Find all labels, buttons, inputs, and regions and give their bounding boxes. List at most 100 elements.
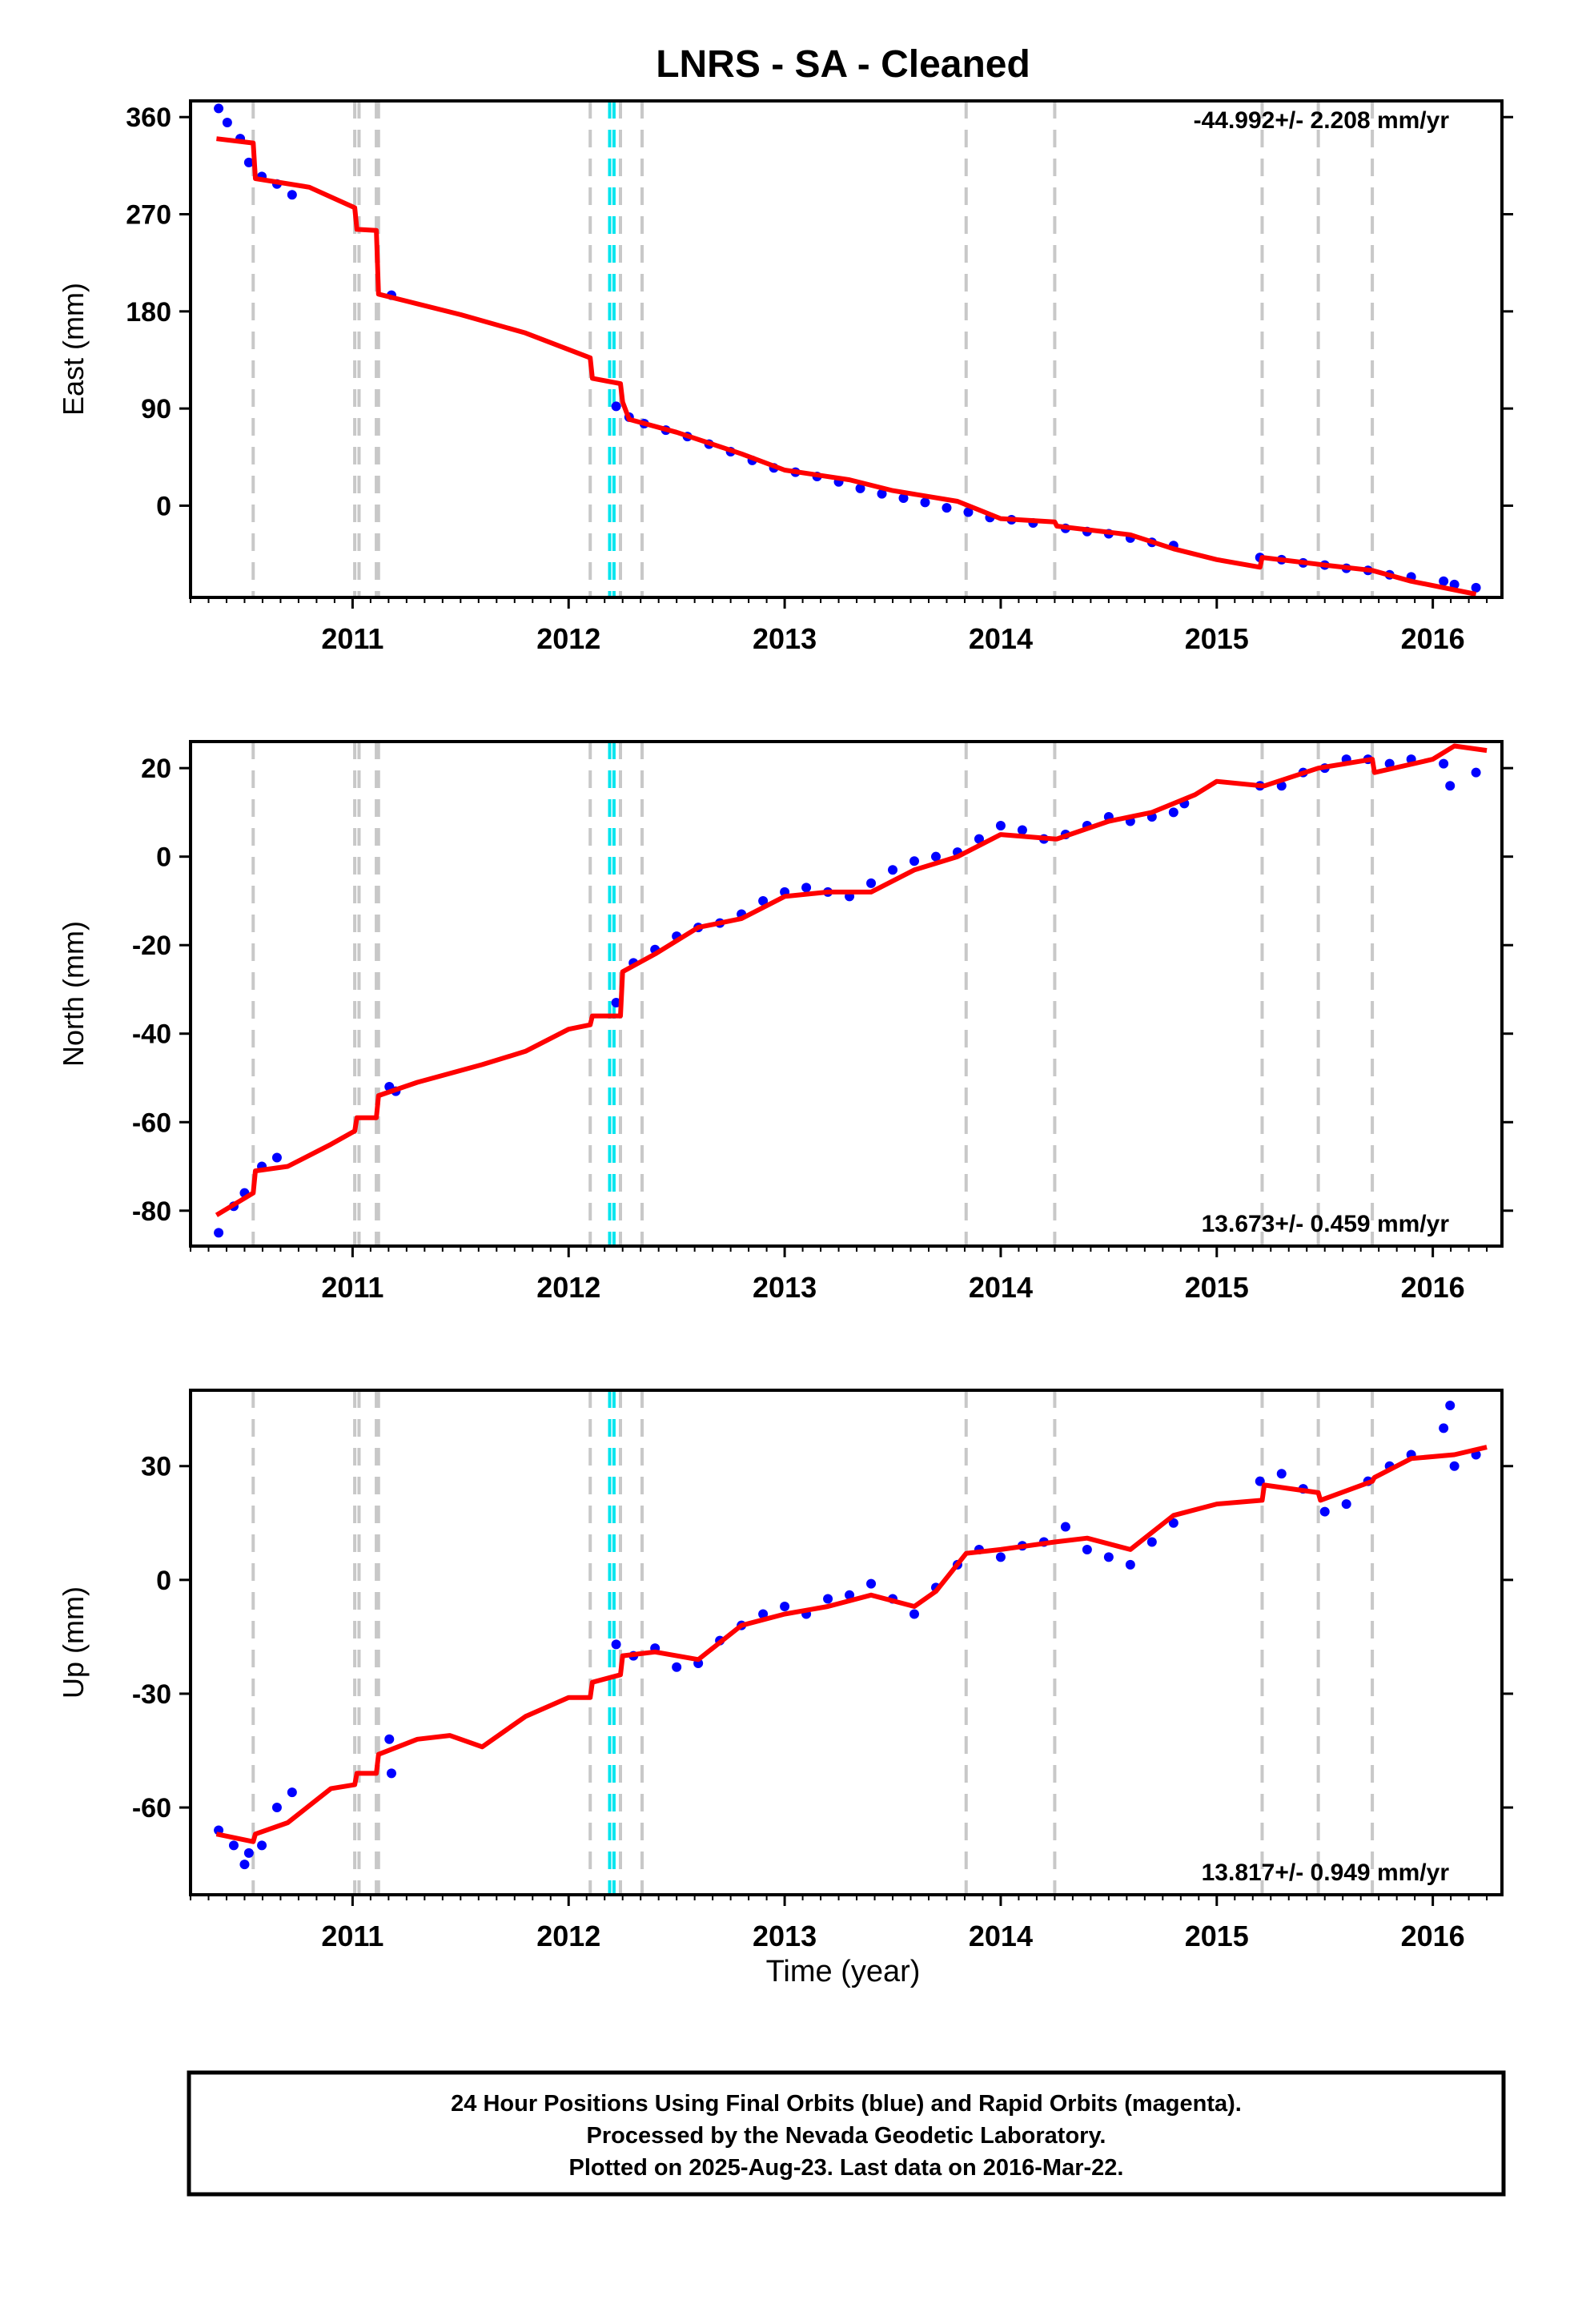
up-model-line	[215, 1445, 1488, 1844]
east-y-tick-label: 360	[126, 103, 171, 133]
figure-title: LNRS - SA - Cleaned	[656, 43, 1030, 86]
up-data-point	[780, 1602, 790, 1611]
east-frame	[189, 99, 1504, 599]
north-x-tick-label: 2013	[753, 1271, 817, 1304]
up-data-point	[257, 1840, 267, 1851]
up-data-point	[228, 1840, 239, 1851]
up-data-point	[1082, 1544, 1092, 1554]
east-x-tick-label: 2014	[969, 622, 1033, 655]
east-data-point	[1449, 579, 1460, 589]
footer-box: 24 Hour Positions Using Final Orbits (bl…	[187, 2070, 1506, 2197]
north-data-point	[801, 883, 812, 893]
footer-line-processed: Processed by the Nevada Geodetic Laborat…	[587, 2123, 1106, 2149]
up-data-point	[845, 1590, 855, 1600]
up-data-point	[1449, 1461, 1460, 1471]
east-x-tick-label: 2011	[321, 622, 383, 655]
north-y-tick-label: 20	[141, 754, 171, 784]
up-y-tick-label: 0	[156, 1566, 171, 1596]
up-data-point	[866, 1578, 877, 1589]
up-data-point	[386, 1768, 396, 1779]
east-data-point	[898, 493, 909, 503]
up-data-point	[995, 1552, 1006, 1562]
north-model-line	[215, 743, 1488, 1217]
north-frame	[189, 740, 1504, 1248]
up-y-tick-label: 30	[141, 1452, 171, 1482]
up-y-tick-label: -30	[132, 1679, 171, 1710]
north-data-point	[1017, 825, 1027, 835]
east-y-tick-label: 0	[156, 491, 171, 521]
north-data-point	[758, 895, 769, 906]
east-data-point	[611, 401, 621, 412]
north-y-tick-label: -20	[132, 931, 171, 961]
north-data-point	[1471, 767, 1481, 778]
up-x-tick-label: 2012	[536, 1920, 600, 1952]
east-model-line	[216, 136, 1477, 597]
up-data-point	[758, 1609, 769, 1619]
up-plot-area	[191, 1390, 1502, 1895]
north-data-point	[1439, 758, 1449, 769]
north-data-point	[888, 865, 898, 875]
up-y-tick-label: -60	[132, 1793, 171, 1823]
up-x-tick-label: 2013	[753, 1920, 817, 1952]
north-x-tick-label: 2011	[321, 1271, 383, 1304]
east-data-point	[1439, 576, 1449, 586]
north-data-point	[909, 856, 920, 866]
north-y-tick-label: -80	[132, 1196, 171, 1227]
east-data-point	[222, 117, 232, 127]
up-data-point	[1168, 1518, 1178, 1528]
up-data-point	[672, 1662, 682, 1672]
east-y-tick-label: 180	[126, 297, 171, 328]
up-x-tick-label: 2016	[1401, 1920, 1465, 1952]
north-x-tick-label: 2012	[536, 1271, 600, 1304]
north-y-tick-label: 0	[156, 842, 171, 873]
up-data-point	[1103, 1552, 1114, 1562]
north-data-point	[930, 851, 941, 862]
up-data-point	[287, 1787, 297, 1798]
north-x-tick-label: 2014	[969, 1271, 1033, 1304]
up-data-point	[1060, 1522, 1070, 1532]
up-data-point	[1445, 1400, 1456, 1410]
up-data-point	[611, 1639, 621, 1650]
x-axis-label: Time (year)	[766, 1955, 921, 1988]
up-data-point	[239, 1860, 250, 1870]
up-data-point	[271, 1803, 282, 1813]
east-data-point	[855, 483, 865, 493]
north-plot-area	[191, 742, 1502, 1246]
up-data-point	[1276, 1469, 1287, 1479]
north-data-point	[611, 998, 621, 1008]
north-data-point	[995, 821, 1006, 830]
up-data-point	[1341, 1499, 1351, 1510]
east-data-point	[942, 503, 952, 513]
north-panel: 2011 2012 2013 2014 2015 2016 -80 -60 -40 -20 0 20 N…	[57, 740, 1513, 1304]
footer-line-plotted: Plotted on 2025-Aug-23. Last data on 201…	[569, 2155, 1124, 2181]
east-rate-label: -44.992+/- 2.208 mm/yr	[1194, 107, 1450, 134]
up-data-point	[243, 1848, 254, 1858]
up-data-point	[1439, 1423, 1449, 1433]
east-x-tick-label: 2015	[1185, 622, 1249, 655]
north-data-point	[214, 1228, 224, 1238]
up-panel: 2011 2012 2013 2014 2015 2016 -60 -30 0 30 Up (mm)…	[57, 1389, 1513, 1952]
east-data-point	[287, 190, 297, 200]
east-x-tick-label: 2012	[536, 622, 600, 655]
east-y-tick-label: 270	[126, 200, 171, 231]
east-panel: 2011 2012 2013 2014 2015 2016 0 90 180 270 360 East…	[57, 99, 1513, 655]
up-data-point	[1319, 1506, 1330, 1517]
east-x-tick-label: 2013	[753, 622, 817, 655]
up-x-tick-label: 2011	[321, 1920, 383, 1952]
north-y-tick-label: -40	[132, 1019, 171, 1050]
up-y-axis-label: Up (mm)	[57, 1586, 90, 1699]
north-data-point	[1445, 781, 1456, 791]
east-data-point	[214, 103, 224, 114]
north-data-point	[1384, 758, 1395, 769]
up-data-point	[909, 1609, 920, 1619]
east-data-point	[243, 157, 254, 167]
east-x-tick-label: 2016	[1401, 622, 1465, 655]
up-data-point	[823, 1594, 833, 1604]
up-rate-label: 13.817+/- 0.949 mm/yr	[1202, 1860, 1450, 1886]
east-data-point	[963, 507, 974, 517]
north-data-point	[974, 834, 984, 844]
north-data-point	[271, 1152, 282, 1163]
footer-line-orbits: 24 Hour Positions Using Final Orbits (bl…	[451, 2091, 1242, 2117]
north-data-point	[1168, 807, 1178, 818]
